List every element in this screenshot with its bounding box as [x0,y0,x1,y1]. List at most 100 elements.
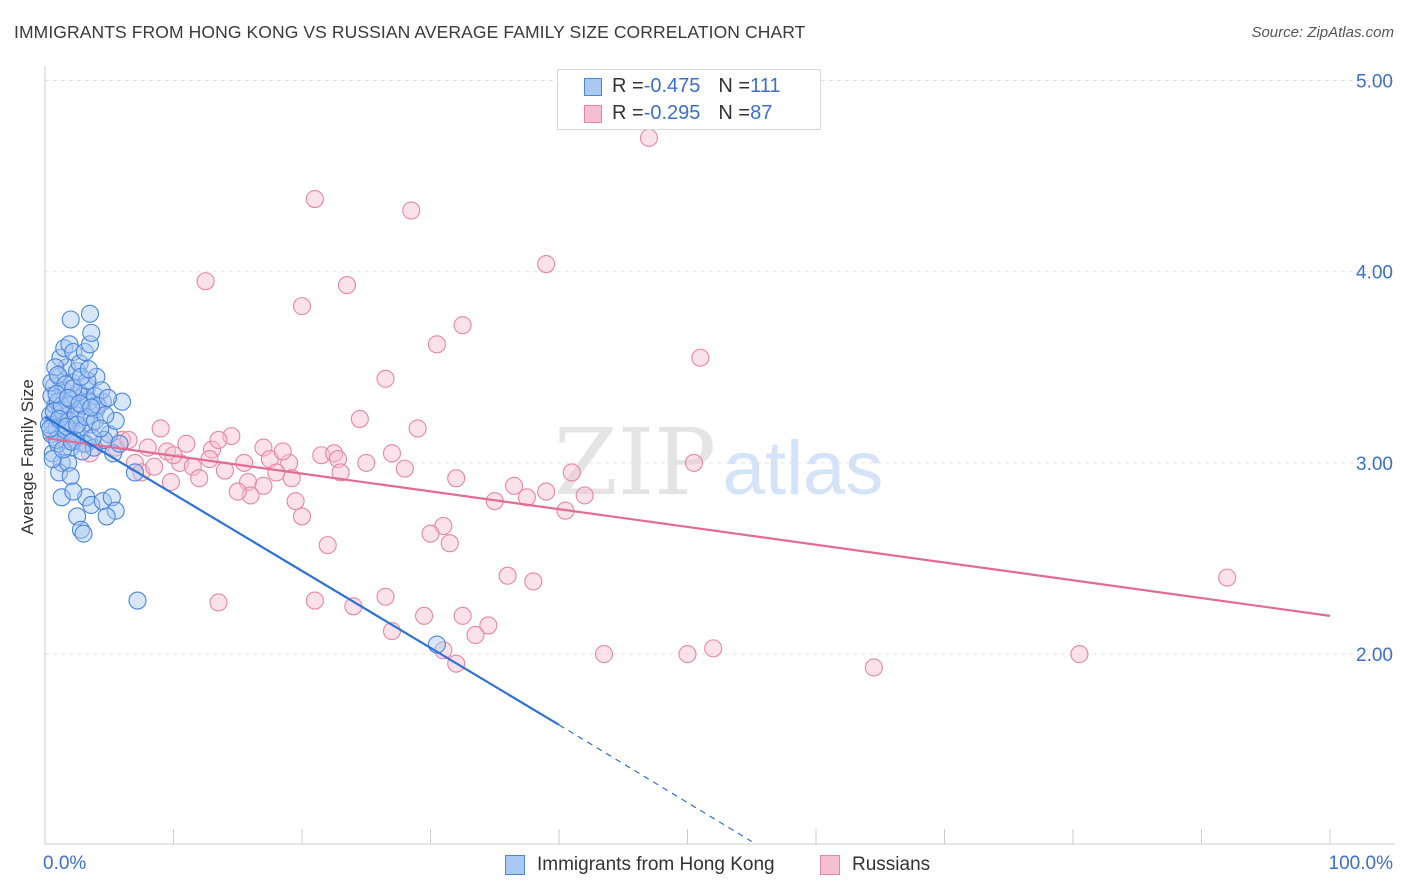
stats-legend: R = -0.475 N = 111 R = -0.295 N = 87 [557,69,821,130]
russians-point [305,189,324,209]
hong-kong-point [87,367,106,386]
hong-kong-point [102,488,121,507]
y-tick-label: 2.00 [1356,645,1393,666]
russians-point [466,625,485,645]
chart-title: IMMIGRANTS FROM HONG KONG VS RUSSIAN AVE… [14,22,806,42]
russians-point [427,335,446,354]
russians-point [292,297,312,316]
russians-point [678,645,697,664]
r-label: R = [612,74,644,97]
russians-point [408,419,427,438]
hong-kong-legend-swatch [505,855,525,875]
russians-point [402,201,421,220]
source-credit: Source: ZipAtlas.com [1251,24,1394,41]
hong-kong-point [52,488,71,507]
hong-kong-point [88,396,107,415]
russians-point [292,507,312,526]
r-value: -0.295 [643,101,701,124]
russians-point [562,463,581,482]
hong-kong-point [92,381,111,400]
n-value: 111 [750,74,781,97]
x-tick-label-end: 100.0% [1329,853,1394,874]
hong-kong-point [74,524,93,543]
hong-kong-swatch [584,78,602,96]
russians-point [575,486,594,505]
hong-kong-point [59,453,78,472]
russians-point [453,316,472,335]
legend-item-russians[interactable]: Russians [820,853,930,877]
russians-point [524,572,543,591]
russians-point [1218,568,1237,587]
russians-legend-swatch [820,855,840,875]
hong-kong-point [82,495,101,515]
russians-point [254,438,273,457]
hong-kong-point [95,430,114,450]
r-label: R = [612,101,644,124]
legend-label: Russians [852,854,931,875]
hong-kong-trend-extension [558,724,753,842]
russians-point [382,444,402,463]
hong-kong-point [59,388,78,407]
russians-trend-line [44,436,1331,617]
hong-kong-point [80,304,100,323]
y-axis-label: Average Family Size [18,379,37,535]
russians-point [350,409,369,428]
trend-lines [44,416,1331,842]
russians-point [190,469,209,488]
hong-kong-point [98,388,118,407]
hong-kong-point [91,419,110,438]
legend-label: Immigrants from Hong Kong [537,854,775,875]
hong-kong-point [61,310,80,329]
y-tick-label: 3.00 [1356,454,1393,475]
hong-kong-point [106,501,125,520]
n-label: N = [718,74,751,97]
russians-point [537,255,556,274]
russians-point [639,128,659,147]
russians-point [537,482,556,501]
russians-point [1070,645,1089,664]
russians-point [254,476,273,495]
hong-kong-point [71,367,91,386]
russians-point [228,482,247,501]
hong-kong-point [47,385,66,404]
russians-point [594,645,614,664]
russians-point [267,463,286,482]
russians-point [331,463,350,482]
russians-point [504,476,524,495]
hong-kong-point [93,492,112,511]
russians-point [421,524,440,543]
russians-swatch [584,105,602,123]
russians-point [395,459,414,478]
hong-kong-point [61,467,80,486]
legend-item-hong-kong[interactable]: Immigrants from Hong Kong [505,853,775,877]
russians-point [357,453,376,472]
x-tick-label-start: 0.0% [43,853,86,874]
russians-point [684,453,703,472]
hong-kong-point [64,482,83,501]
hong-kong-point [82,398,101,417]
hong-kong-point [80,335,100,354]
russians-point [235,453,254,472]
n-value: 87 [750,101,773,124]
russians-point [415,606,434,625]
watermark-atlas: atlas [723,426,884,511]
watermark-zip: ZIP [554,409,716,516]
russians-point [704,639,723,658]
r-value: -0.475 [643,74,701,97]
tick-labels: 2.00 3.00 4.00 5.00 0.0% 100.0% [43,72,1393,875]
russians-point [691,348,710,367]
russians-point [145,457,164,476]
russians-point [440,534,459,553]
hong-kong-point [128,591,147,610]
hong-kong-point [106,411,125,430]
hong-kong-point [48,365,67,384]
hong-kong-point [79,360,98,379]
grid-lines [45,80,1395,655]
hong-kong-point [52,396,71,415]
russians-point [209,430,228,450]
stats-legend-row-russians: R = -0.295 N = 87 [584,100,773,126]
russians-point [177,434,196,453]
russians-point [453,606,472,625]
russians-point [376,587,395,606]
